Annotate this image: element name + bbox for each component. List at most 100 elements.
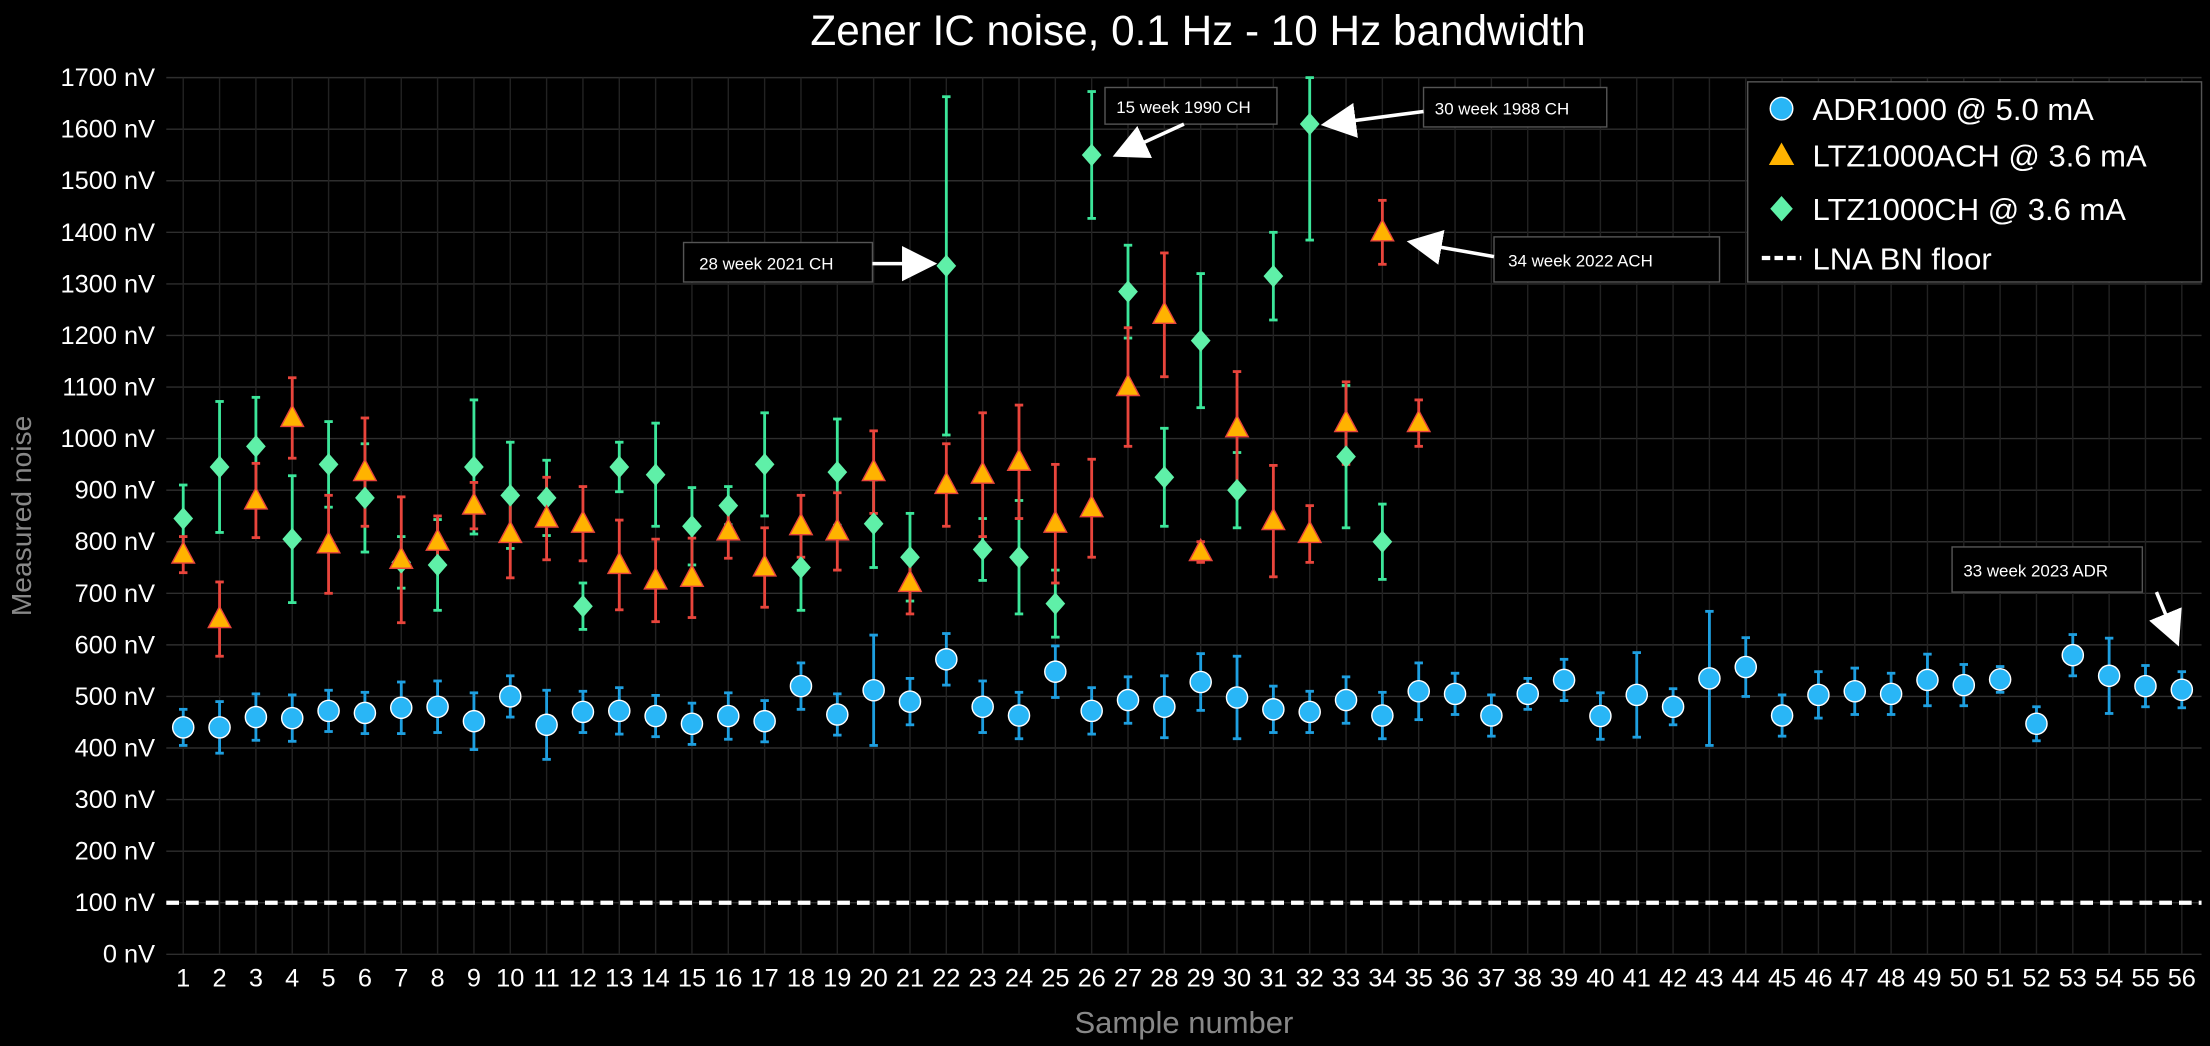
x-tick-label: 13 xyxy=(605,965,633,993)
annotation-arrow xyxy=(1112,122,1185,159)
y-tick-label: 700 nV xyxy=(75,580,155,608)
annotation-30-week-1988: 30 week 1988 CH xyxy=(1320,86,1608,138)
data-point xyxy=(573,594,593,618)
x-tick-label: 6 xyxy=(358,965,372,993)
data-point xyxy=(682,514,702,538)
data-point xyxy=(1115,372,1141,397)
data-point xyxy=(1625,683,1649,707)
data-point xyxy=(898,690,922,713)
x-tick-label: 29 xyxy=(1187,965,1215,993)
data-point xyxy=(2025,712,2048,736)
annotation-text: 34 week 2022 ACH xyxy=(1508,251,1653,270)
data-point xyxy=(1227,478,1247,502)
y-tick-label: 100 nV xyxy=(75,889,155,917)
y-tick-labels: 0 nV 100 nV 200 nV 300 nV 400 nV 500 nV 600 nV… xyxy=(61,64,156,969)
x-tick-label: 27 xyxy=(1114,965,1142,993)
data-point xyxy=(643,566,669,590)
x-tick-label: 24 xyxy=(1005,965,1033,993)
data-point xyxy=(791,556,811,579)
x-tick-label: 26 xyxy=(1078,965,1106,993)
x-tick-label: 39 xyxy=(1550,965,1578,993)
circle-marker-icon xyxy=(1769,96,1794,121)
x-tick-label: 9 xyxy=(467,965,481,993)
chart-title: Zener IC noise, 0.1 Hz - 10 Hz bandwidth xyxy=(810,7,1585,54)
data-point xyxy=(1189,670,1212,694)
data-point xyxy=(788,512,814,536)
x-tick-label: 45 xyxy=(1768,965,1796,993)
data-point xyxy=(279,403,305,428)
data-point xyxy=(1009,545,1029,569)
x-tick-label: 43 xyxy=(1695,965,1723,993)
data-point xyxy=(1480,704,1503,727)
data-point xyxy=(897,568,923,593)
data-point xyxy=(1661,695,1685,719)
data-point xyxy=(1224,414,1250,438)
y-tick-label: 200 nV xyxy=(75,838,155,866)
x-tick-label: 19 xyxy=(823,965,851,993)
y-tick-label: 1500 nV xyxy=(61,167,156,195)
x-tick-label: 55 xyxy=(2131,965,2159,993)
data-point xyxy=(1369,218,1395,242)
y-tick-label: 1400 nV xyxy=(61,219,156,247)
annotation-arrow xyxy=(1406,230,1495,265)
legend-item-ltz1000ach: LTZ1000ACH @ 3.6 mA xyxy=(1768,138,2147,173)
legend-label: ADR1000 @ 5.0 mA xyxy=(1813,92,2095,127)
x-tick-label: 46 xyxy=(1804,965,1832,993)
x-tick-label: 21 xyxy=(896,965,924,993)
y-tick-label: 1300 nV xyxy=(61,270,156,298)
data-point xyxy=(355,486,375,510)
data-point xyxy=(1516,682,1540,706)
data-point xyxy=(679,563,705,587)
data-point xyxy=(1225,686,1249,709)
data-point xyxy=(1188,537,1214,562)
x-tick-label: 7 xyxy=(394,965,408,993)
data-point xyxy=(497,519,523,544)
x-tick-label: 11 xyxy=(533,965,559,993)
data-point xyxy=(170,540,196,564)
data-point xyxy=(752,553,778,577)
data-point xyxy=(1407,680,1430,703)
plot-area xyxy=(170,76,2194,761)
x-tick-label: 56 xyxy=(2168,965,2196,993)
data-point xyxy=(1807,683,1830,707)
x-axis-label: Sample number xyxy=(1075,1005,1294,1040)
legend-item-lna-floor: LNA BN floor xyxy=(1761,241,1992,276)
data-point xyxy=(498,685,522,708)
annotation-arrow xyxy=(2149,591,2182,647)
data-point xyxy=(609,455,630,479)
x-tick-label: 14 xyxy=(642,965,670,993)
legend-label: LTZ1000ACH @ 3.6 mA xyxy=(1813,138,2147,173)
x-tick-label: 30 xyxy=(1223,965,1251,993)
data-point xyxy=(426,695,449,719)
annotation-arrow xyxy=(1320,102,1424,138)
data-point xyxy=(1006,447,1032,471)
x-tick-label: 17 xyxy=(751,965,779,993)
data-point xyxy=(352,457,378,482)
data-point xyxy=(1079,494,1105,518)
x-tick-label: 3 xyxy=(249,965,263,993)
x-tick-label: 15 xyxy=(678,965,706,993)
data-point xyxy=(861,457,887,482)
data-point xyxy=(1336,445,1356,468)
x-tick-label: 49 xyxy=(1913,965,1941,993)
data-point xyxy=(936,254,957,278)
x-tick-label: 25 xyxy=(1041,965,1069,993)
data-point xyxy=(789,674,813,698)
data-point xyxy=(1698,667,1721,690)
data-point xyxy=(318,453,339,476)
annotation-33-week-2023: 33 week 2023 ADR xyxy=(1951,546,2182,647)
data-point xyxy=(680,712,704,736)
y-tick-label: 300 nV xyxy=(75,786,155,814)
data-point xyxy=(1042,509,1068,533)
data-point xyxy=(243,486,269,510)
x-tick-label: 4 xyxy=(285,965,299,993)
data-point xyxy=(427,553,448,577)
x-tick-label: 16 xyxy=(714,965,742,993)
data-point xyxy=(826,703,849,726)
data-point xyxy=(715,517,741,541)
x-tick-label: 35 xyxy=(1405,965,1433,993)
x-tick-label: 54 xyxy=(2095,965,2123,993)
x-tick-label: 50 xyxy=(1950,965,1978,993)
legend-item-adr1000: ADR1000 @ 5.0 mA xyxy=(1769,92,2095,127)
data-point xyxy=(244,705,268,729)
